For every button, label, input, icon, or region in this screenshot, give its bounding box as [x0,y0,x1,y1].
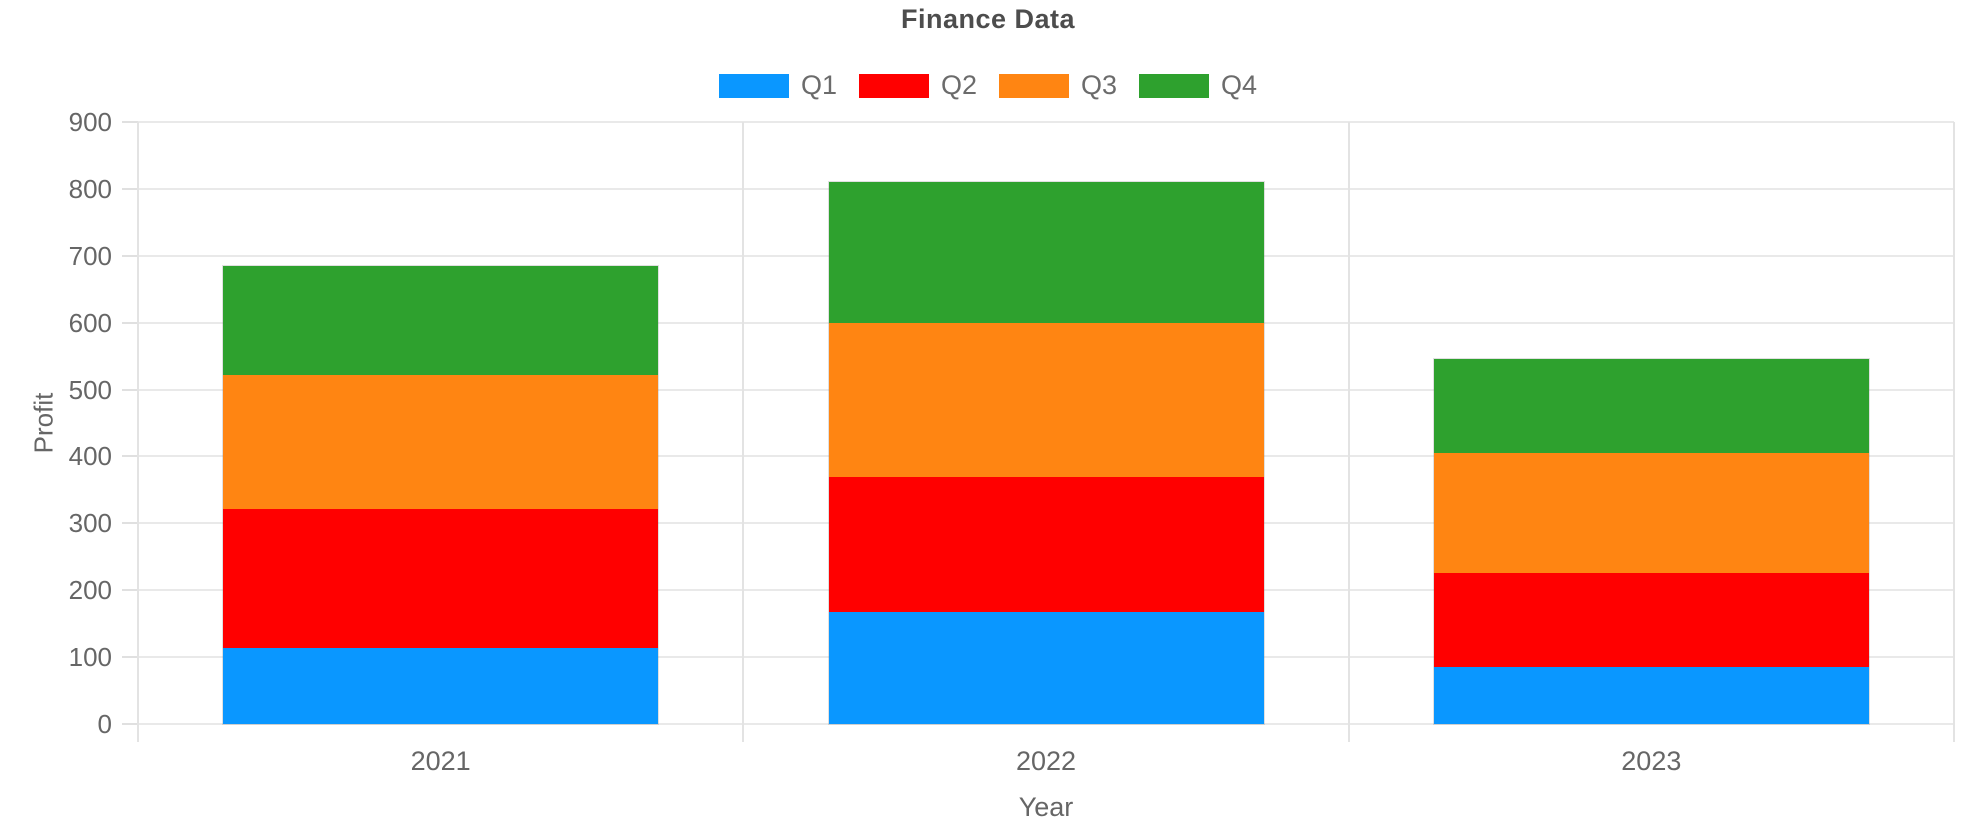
bar-2021 [222,265,660,725]
y-tick-400 [122,455,138,458]
bar-segment-q1-2021[interactable] [223,647,659,724]
gridline-y-0 [138,723,1954,725]
y-tick-100 [122,656,138,659]
legend-item-q4[interactable]: Q4 [1139,70,1257,101]
y-tick-label-0: 0 [97,709,112,739]
gridline-x-1 [742,122,745,742]
legend: Q1 Q2 Q3 Q4 [0,70,1976,101]
bar-segment-q4-2022[interactable] [828,181,1264,323]
y-tick-label-800: 800 [68,173,112,204]
y-tick-500 [122,388,138,391]
y-tick-200 [122,589,138,592]
gridline-y-600 [138,321,1954,324]
bar-segment-q4-2021[interactable] [223,266,659,375]
legend-swatch-q2 [858,73,929,98]
bar-segment-q2-2021[interactable] [223,509,659,648]
legend-label: Q2 [940,70,977,100]
x-axis-title: Year [1018,792,1074,822]
x-tick-label-2021: 2021 [410,746,471,776]
bar-segment-q2-2022[interactable] [828,477,1264,612]
gridline-y-900 [138,121,1954,123]
y-axis-title: Profit [28,392,59,454]
y-tick-900 [122,121,138,123]
bar-segment-q3-2023[interactable] [1433,453,1869,573]
chart-title: Finance Data [900,4,1076,34]
bar-segment-q3-2021[interactable] [223,374,659,510]
y-tick-label-100: 100 [68,642,112,673]
y-tick-label-300: 300 [68,508,112,539]
y-axis-line [137,122,139,742]
legend-swatch-q4 [1139,73,1210,98]
bar-segment-q4-2023[interactable] [1433,359,1869,454]
y-tick-800 [122,187,138,190]
legend-item-q1[interactable]: Q1 [718,70,837,101]
y-tick-600 [122,321,138,324]
y-tick-label-900: 900 [68,107,112,137]
bar-2022 [827,180,1265,726]
y-tick-700 [122,254,138,257]
y-tick-label-700: 700 [68,240,112,271]
bar-segment-q3-2022[interactable] [828,322,1264,478]
legend-label: Q1 [800,70,837,100]
bar-segment-q1-2022[interactable] [828,611,1264,724]
legend-item-q2[interactable]: Q2 [858,70,977,101]
y-tick-label-500: 500 [68,374,112,405]
bar-segment-q1-2023[interactable] [1433,667,1869,724]
gridline-x-2 [1347,122,1350,742]
y-tick-label-600: 600 [68,307,112,338]
plot-area: 0 100 200 300 400 500 600 700 800 900 2021 2022 2023 [69,109,1955,776]
bar-2023 [1432,358,1870,725]
y-tick-label-400: 400 [68,441,112,472]
y-tick-300 [122,522,138,525]
legend-swatch-q3 [999,73,1069,98]
legend-item-q3[interactable]: Q3 [999,70,1117,101]
legend-label: Q4 [1221,70,1258,100]
gridline-x-3 [1953,122,1955,742]
bar-segment-q2-2023[interactable] [1433,572,1869,668]
y-tick-label-200: 200 [68,575,112,606]
y-tick-0 [122,723,138,725]
legend-swatch-q1 [718,73,789,98]
legend-label: Q3 [1081,70,1118,100]
x-tick-label-2023: 2023 [1621,746,1682,776]
x-tick-label-2022: 2022 [1015,746,1077,776]
